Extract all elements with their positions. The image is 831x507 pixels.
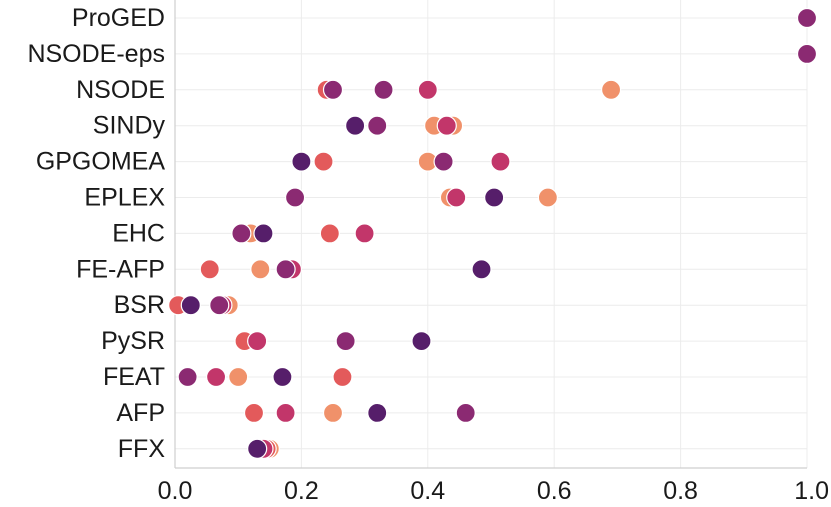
- data-point: [243, 402, 265, 423]
- data-point: [322, 402, 344, 423]
- x-tick-label: 0.6: [537, 477, 572, 505]
- data-point: [231, 223, 252, 244]
- data-point: [284, 187, 306, 208]
- category-label: GPGOMEA: [36, 148, 166, 176]
- category-label: ProGED: [72, 4, 165, 32]
- data-point: [367, 402, 388, 423]
- data-point: [177, 366, 198, 388]
- axes: [174, 0, 807, 469]
- data-point: [796, 43, 818, 65]
- data-point: [275, 402, 296, 423]
- data-point: [484, 187, 505, 208]
- data-point: [228, 366, 249, 388]
- category-label: SINDy: [93, 112, 166, 140]
- category-labels: ProGED NSODE-eps NSODE SINDy GPGOMEA EPLEX EHC…: [27, 4, 165, 463]
- category-label: EPLEX: [84, 184, 165, 212]
- data-point: [796, 7, 818, 29]
- data-point: [345, 115, 366, 136]
- data-point: [490, 151, 511, 172]
- data-point: [209, 295, 230, 316]
- category-label: FEAT: [103, 363, 165, 391]
- data-point: [247, 438, 268, 459]
- data-point: [205, 366, 227, 388]
- data-point: [433, 151, 454, 172]
- category-label: AFP: [116, 399, 165, 427]
- category-label: EHC: [112, 219, 165, 247]
- x-tick-label: 0.8: [663, 477, 698, 505]
- data-point: [367, 115, 388, 136]
- category-label: FFX: [118, 435, 166, 463]
- data-point: [335, 331, 356, 352]
- x-tick-label: 0.0: [158, 477, 193, 505]
- data-point: [455, 402, 476, 423]
- data-point: [275, 259, 296, 280]
- data-point: [313, 151, 334, 172]
- data-point: [471, 259, 492, 280]
- data-point: [291, 151, 312, 172]
- data-point: [537, 187, 558, 208]
- data-point: [417, 79, 438, 100]
- x-tick-label: 0.2: [284, 477, 319, 505]
- data-point: [247, 331, 268, 352]
- category-label: NSODE: [76, 76, 165, 104]
- data-point: [199, 259, 220, 280]
- data-point: [600, 79, 622, 100]
- data-points: [168, 7, 818, 459]
- category-label: FE-AFP: [76, 255, 165, 283]
- x-tick-labels: 0.0 0.2 0.4 0.6 0.8 1.0: [158, 477, 829, 505]
- category-label: NSODE-eps: [27, 40, 165, 68]
- data-point: [253, 223, 274, 244]
- data-point: [354, 223, 375, 244]
- data-point: [332, 366, 353, 388]
- data-point: [250, 259, 271, 280]
- x-tick-label: 1.0: [794, 477, 829, 505]
- category-label: PySR: [101, 327, 165, 355]
- data-point: [411, 331, 432, 352]
- data-point: [446, 187, 467, 208]
- data-point: [322, 79, 344, 100]
- data-point: [436, 115, 457, 136]
- data-point: [180, 295, 201, 316]
- x-tick-label: 0.4: [410, 477, 445, 505]
- data-point: [373, 79, 394, 100]
- data-point: [319, 223, 340, 244]
- data-point: [272, 366, 293, 388]
- category-label: BSR: [114, 291, 165, 319]
